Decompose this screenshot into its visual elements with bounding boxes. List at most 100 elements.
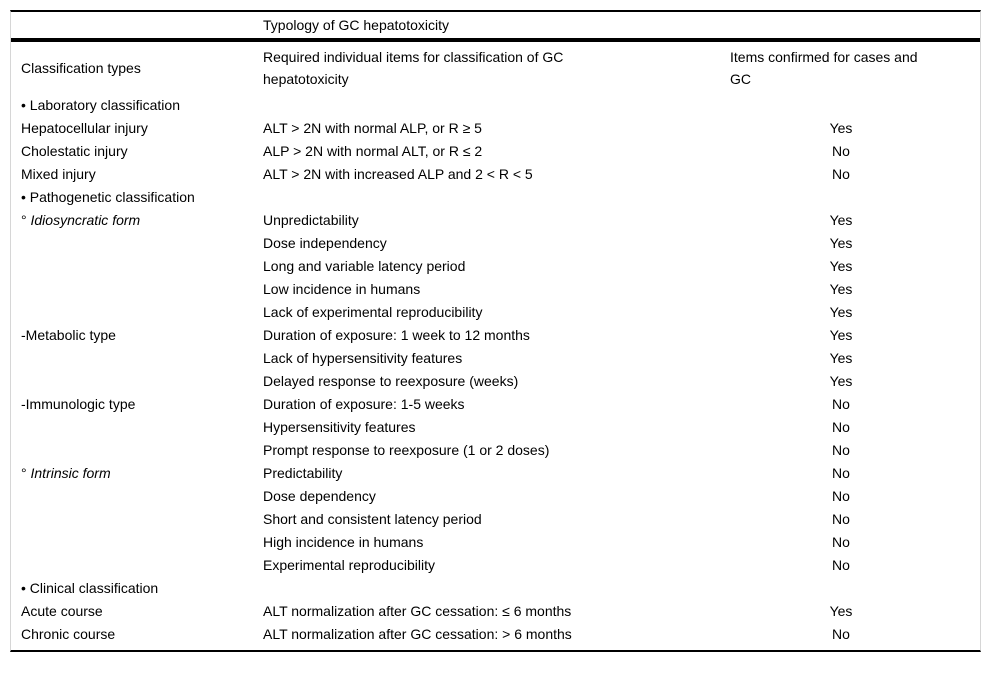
required-item-cell: Dose dependency <box>263 488 376 504</box>
classification-type-label: Acute course <box>21 603 103 619</box>
classification-type-label: Chronic course <box>21 626 116 642</box>
table-row: Dose independency Yes <box>11 232 980 255</box>
marker-glyph: - <box>21 327 26 343</box>
table-row: Acute course ALT normalization after GC … <box>11 600 980 623</box>
confirmed-value-cell: Yes <box>829 603 853 619</box>
table-row: Hypersensitivity features No <box>11 416 980 439</box>
confirmed-value-cell: No <box>832 511 850 527</box>
table-row: Hepatocellular injury ALT > 2N with norm… <box>11 117 980 140</box>
table-row: -Immunologic type Duration of exposure: … <box>11 393 980 416</box>
classification-type-cell: ° Idiosyncratic form <box>11 209 263 232</box>
required-item-cell: ALP > 2N with normal ALT, or R ≤ 2 <box>263 143 483 159</box>
table-row: Low incidence in humans Yes <box>11 278 980 301</box>
classification-type-label: Idiosyncratic form <box>30 212 141 228</box>
required-item-cell: ALT normalization after GC cessation: ≤ … <box>263 603 572 619</box>
required-item-cell: Duration of exposure: 1-5 weeks <box>263 396 465 412</box>
required-item-cell: Prompt response to reexposure (1 or 2 do… <box>263 442 550 458</box>
classification-type-cell <box>11 255 263 278</box>
marker-glyph: - <box>21 396 26 412</box>
required-item-cell: Long and variable latency period <box>263 258 466 274</box>
confirmed-value-cell: No <box>832 465 850 481</box>
classification-type-cell: • Laboratory classification <box>11 94 263 117</box>
classification-type-cell <box>11 301 263 324</box>
classification-type-cell <box>11 416 263 439</box>
classification-type-label: Pathogenetic classification <box>29 189 195 205</box>
table-body: • Laboratory classification Hepatocellul… <box>11 94 980 650</box>
classification-type-cell <box>11 554 263 577</box>
table-row: • Laboratory classification <box>11 94 980 117</box>
classification-type-cell: Acute course <box>11 600 263 623</box>
classification-type-label: Hepatocellular injury <box>21 120 148 136</box>
classification-type-cell: • Clinical classification <box>11 577 263 600</box>
column-header-classification-types: Classification types <box>21 59 141 76</box>
classification-type-label: Clinical classification <box>29 580 159 596</box>
table-row: Mixed injury ALT > 2N with increased ALP… <box>11 163 980 186</box>
confirmed-value-cell: No <box>832 442 850 458</box>
classification-type-cell: -Immunologic type <box>11 393 263 416</box>
confirmed-value-cell <box>730 94 980 117</box>
classification-type-cell <box>11 347 263 370</box>
required-item-cell: ALT > 2N with increased ALP and 2 < R < … <box>263 166 533 182</box>
table-row: ° Intrinsic form Predictability No <box>11 462 980 485</box>
confirmed-value-cell: Yes <box>829 212 853 228</box>
required-item-cell <box>263 94 730 117</box>
required-item-cell: Dose independency <box>263 235 387 251</box>
marker-glyph: • <box>21 189 30 205</box>
confirmed-value-cell: Yes <box>829 327 853 343</box>
confirmed-value-cell: No <box>832 396 850 412</box>
confirmed-value-cell: No <box>832 557 850 573</box>
marker-glyph: ° <box>21 212 31 228</box>
confirmed-value-cell <box>730 577 980 600</box>
confirmed-value-cell: Yes <box>829 350 853 366</box>
classification-type-label: Cholestatic injury <box>21 143 128 159</box>
table-title: Typology of GC hepatotoxicity <box>11 12 980 42</box>
required-item-cell: Short and consistent latency period <box>263 511 482 527</box>
classification-type-cell: Chronic course <box>11 623 263 650</box>
classification-type-label: Immunologic type <box>25 396 136 412</box>
classification-type-label: Mixed injury <box>21 166 96 182</box>
classification-type-cell <box>11 232 263 255</box>
classification-type-cell: ° Intrinsic form <box>11 462 263 485</box>
confirmed-value-cell: No <box>832 166 850 182</box>
marker-glyph: • <box>21 97 30 113</box>
table-row: High incidence in humans No <box>11 531 980 554</box>
classification-type-cell <box>11 439 263 462</box>
classification-type-cell: • Pathogenetic classification <box>11 186 263 209</box>
required-item-cell: Delayed response to reexposure (weeks) <box>263 373 519 389</box>
table-row: Lack of experimental reproducibility Yes <box>11 301 980 324</box>
table-row: Cholestatic injury ALP > 2N with normal … <box>11 140 980 163</box>
classification-type-cell <box>11 531 263 554</box>
confirmed-value-cell: Yes <box>829 235 853 251</box>
required-item-cell: Unpredictability <box>263 212 359 228</box>
column-header-items-confirmed: Items confirmed for cases and GC <box>730 48 918 87</box>
table-row: • Clinical classification <box>11 577 980 600</box>
classification-type-label: Laboratory classification <box>29 97 180 113</box>
confirmed-value-cell: No <box>832 534 850 550</box>
required-item-cell: Hypersensitivity features <box>263 419 416 435</box>
required-item-cell: High incidence in humans <box>263 534 424 550</box>
classification-type-cell: -Metabolic type <box>11 324 263 347</box>
classification-type-cell <box>11 508 263 531</box>
classification-type-cell <box>11 485 263 508</box>
table-row: Lack of hypersensitivity features Yes <box>11 347 980 370</box>
typology-table-figure: Typology of GC hepatotoxicity Classifica… <box>10 10 981 652</box>
classification-type-label: Intrinsic form <box>30 465 111 481</box>
marker-glyph: • <box>21 580 30 596</box>
classification-type-label: Metabolic type <box>25 327 116 343</box>
classification-type-cell: Hepatocellular injury <box>11 117 263 140</box>
table-row: Long and variable latency period Yes <box>11 255 980 278</box>
required-item-cell: Low incidence in humans <box>263 281 421 297</box>
classification-type-cell <box>11 370 263 393</box>
header-row: Classification types Required individual… <box>11 42 980 94</box>
confirmed-value-cell: Yes <box>829 373 853 389</box>
required-item-cell <box>263 577 730 600</box>
typology-table: Classification types Required individual… <box>11 42 980 650</box>
confirmed-value-cell: No <box>832 143 850 159</box>
confirmed-value-cell: Yes <box>829 281 853 297</box>
classification-type-cell: Cholestatic injury <box>11 140 263 163</box>
table-row: Delayed response to reexposure (weeks) Y… <box>11 370 980 393</box>
required-item-cell <box>263 186 730 209</box>
classification-type-cell <box>11 278 263 301</box>
table-row: Chronic course ALT normalization after G… <box>11 623 980 650</box>
confirmed-value-cell: Yes <box>829 258 853 274</box>
